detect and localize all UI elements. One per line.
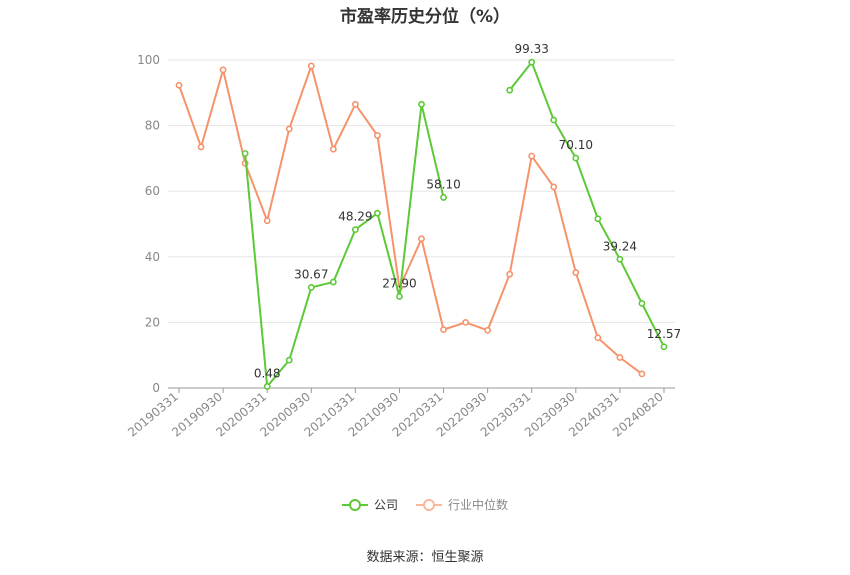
- data-point-industry: [175, 81, 183, 89]
- data-point-company: [263, 383, 271, 390]
- y-tick-label: 80: [145, 119, 160, 133]
- data-point-industry: [594, 334, 602, 342]
- data-point-company: [506, 86, 514, 94]
- data-label: 27.90: [382, 276, 416, 290]
- x-axis: 2019033120190930202003312020093020210331…: [125, 387, 675, 440]
- data-point-industry: [418, 235, 425, 243]
- data-point-industry: [219, 66, 227, 74]
- series-group: [175, 58, 668, 390]
- data-point-company: [285, 356, 293, 364]
- y-tick-label: 0: [152, 381, 160, 395]
- data-point-industry: [197, 143, 205, 151]
- data-point-industry: [351, 100, 359, 108]
- gridlines: [168, 59, 675, 323]
- data-label: 48.29: [338, 210, 372, 224]
- legend-item-industry[interactable]: 行业中位数: [416, 496, 508, 513]
- data-point-company: [550, 116, 558, 124]
- data-point-industry: [572, 269, 580, 276]
- y-tick-label: 100: [137, 53, 160, 67]
- data-point-industry: [263, 217, 271, 225]
- legend-swatch-industry: [416, 498, 442, 512]
- data-point-industry: [550, 183, 558, 191]
- data-label: 39.24: [603, 239, 637, 253]
- data-point-company: [440, 194, 447, 201]
- data-point-company: [616, 255, 624, 263]
- data-point-industry: [616, 354, 624, 361]
- data-point-industry: [638, 370, 646, 378]
- data-label: 58.10: [426, 177, 460, 191]
- series-line-company: [508, 61, 665, 348]
- data-point-company: [329, 278, 337, 286]
- data-point-company: [638, 299, 646, 307]
- y-tick-label: 60: [145, 184, 160, 198]
- data-point-industry: [440, 326, 447, 334]
- y-tick-label: 20: [145, 315, 160, 329]
- data-label: 70.10: [559, 138, 593, 152]
- legend-label-industry: 行业中位数: [448, 498, 509, 512]
- data-source: 数据来源：恒生聚源: [366, 550, 484, 565]
- legend: 公司 行业中位数: [0, 496, 850, 513]
- data-point-industry: [285, 125, 293, 133]
- y-axis-ticks: 0 20 40 60 80 100: [137, 53, 160, 395]
- data-labels: 0.48 30.67 48.29 27.90 58.10 99.33 70.10 39.24 1…: [254, 42, 681, 380]
- series-line-company: [244, 103, 445, 388]
- data-point-company: [418, 100, 425, 108]
- data-point-industry: [462, 318, 469, 326]
- data-point-company: [307, 284, 315, 291]
- data-label: 0.48: [254, 366, 281, 380]
- data-point-company: [528, 58, 536, 66]
- data-point-company: [396, 293, 403, 300]
- data-point-industry: [484, 326, 492, 334]
- data-point-company: [594, 215, 602, 223]
- data-point-company: [351, 226, 359, 234]
- data-label: 12.57: [647, 327, 681, 341]
- data-label: 30.67: [294, 267, 328, 281]
- legend-swatch-company: [341, 498, 368, 512]
- data-point-industry: [329, 145, 337, 153]
- data-point-industry: [506, 270, 514, 278]
- y-tick-label: 40: [145, 250, 160, 264]
- series-line-industry: [178, 64, 643, 375]
- data-point-industry: [374, 132, 381, 139]
- data-point-company: [572, 154, 580, 162]
- legend-label-company: 公司: [373, 498, 398, 512]
- data-point-industry: [307, 62, 315, 70]
- data-point-industry: [528, 152, 536, 160]
- data-label: 99.33: [515, 42, 549, 56]
- chart-title: 市盈率历史分位（%）: [339, 7, 511, 27]
- legend-item-company[interactable]: 公司: [341, 496, 398, 513]
- data-point-company: [660, 343, 668, 351]
- data-point-company: [241, 150, 249, 157]
- data-point-company: [374, 209, 381, 217]
